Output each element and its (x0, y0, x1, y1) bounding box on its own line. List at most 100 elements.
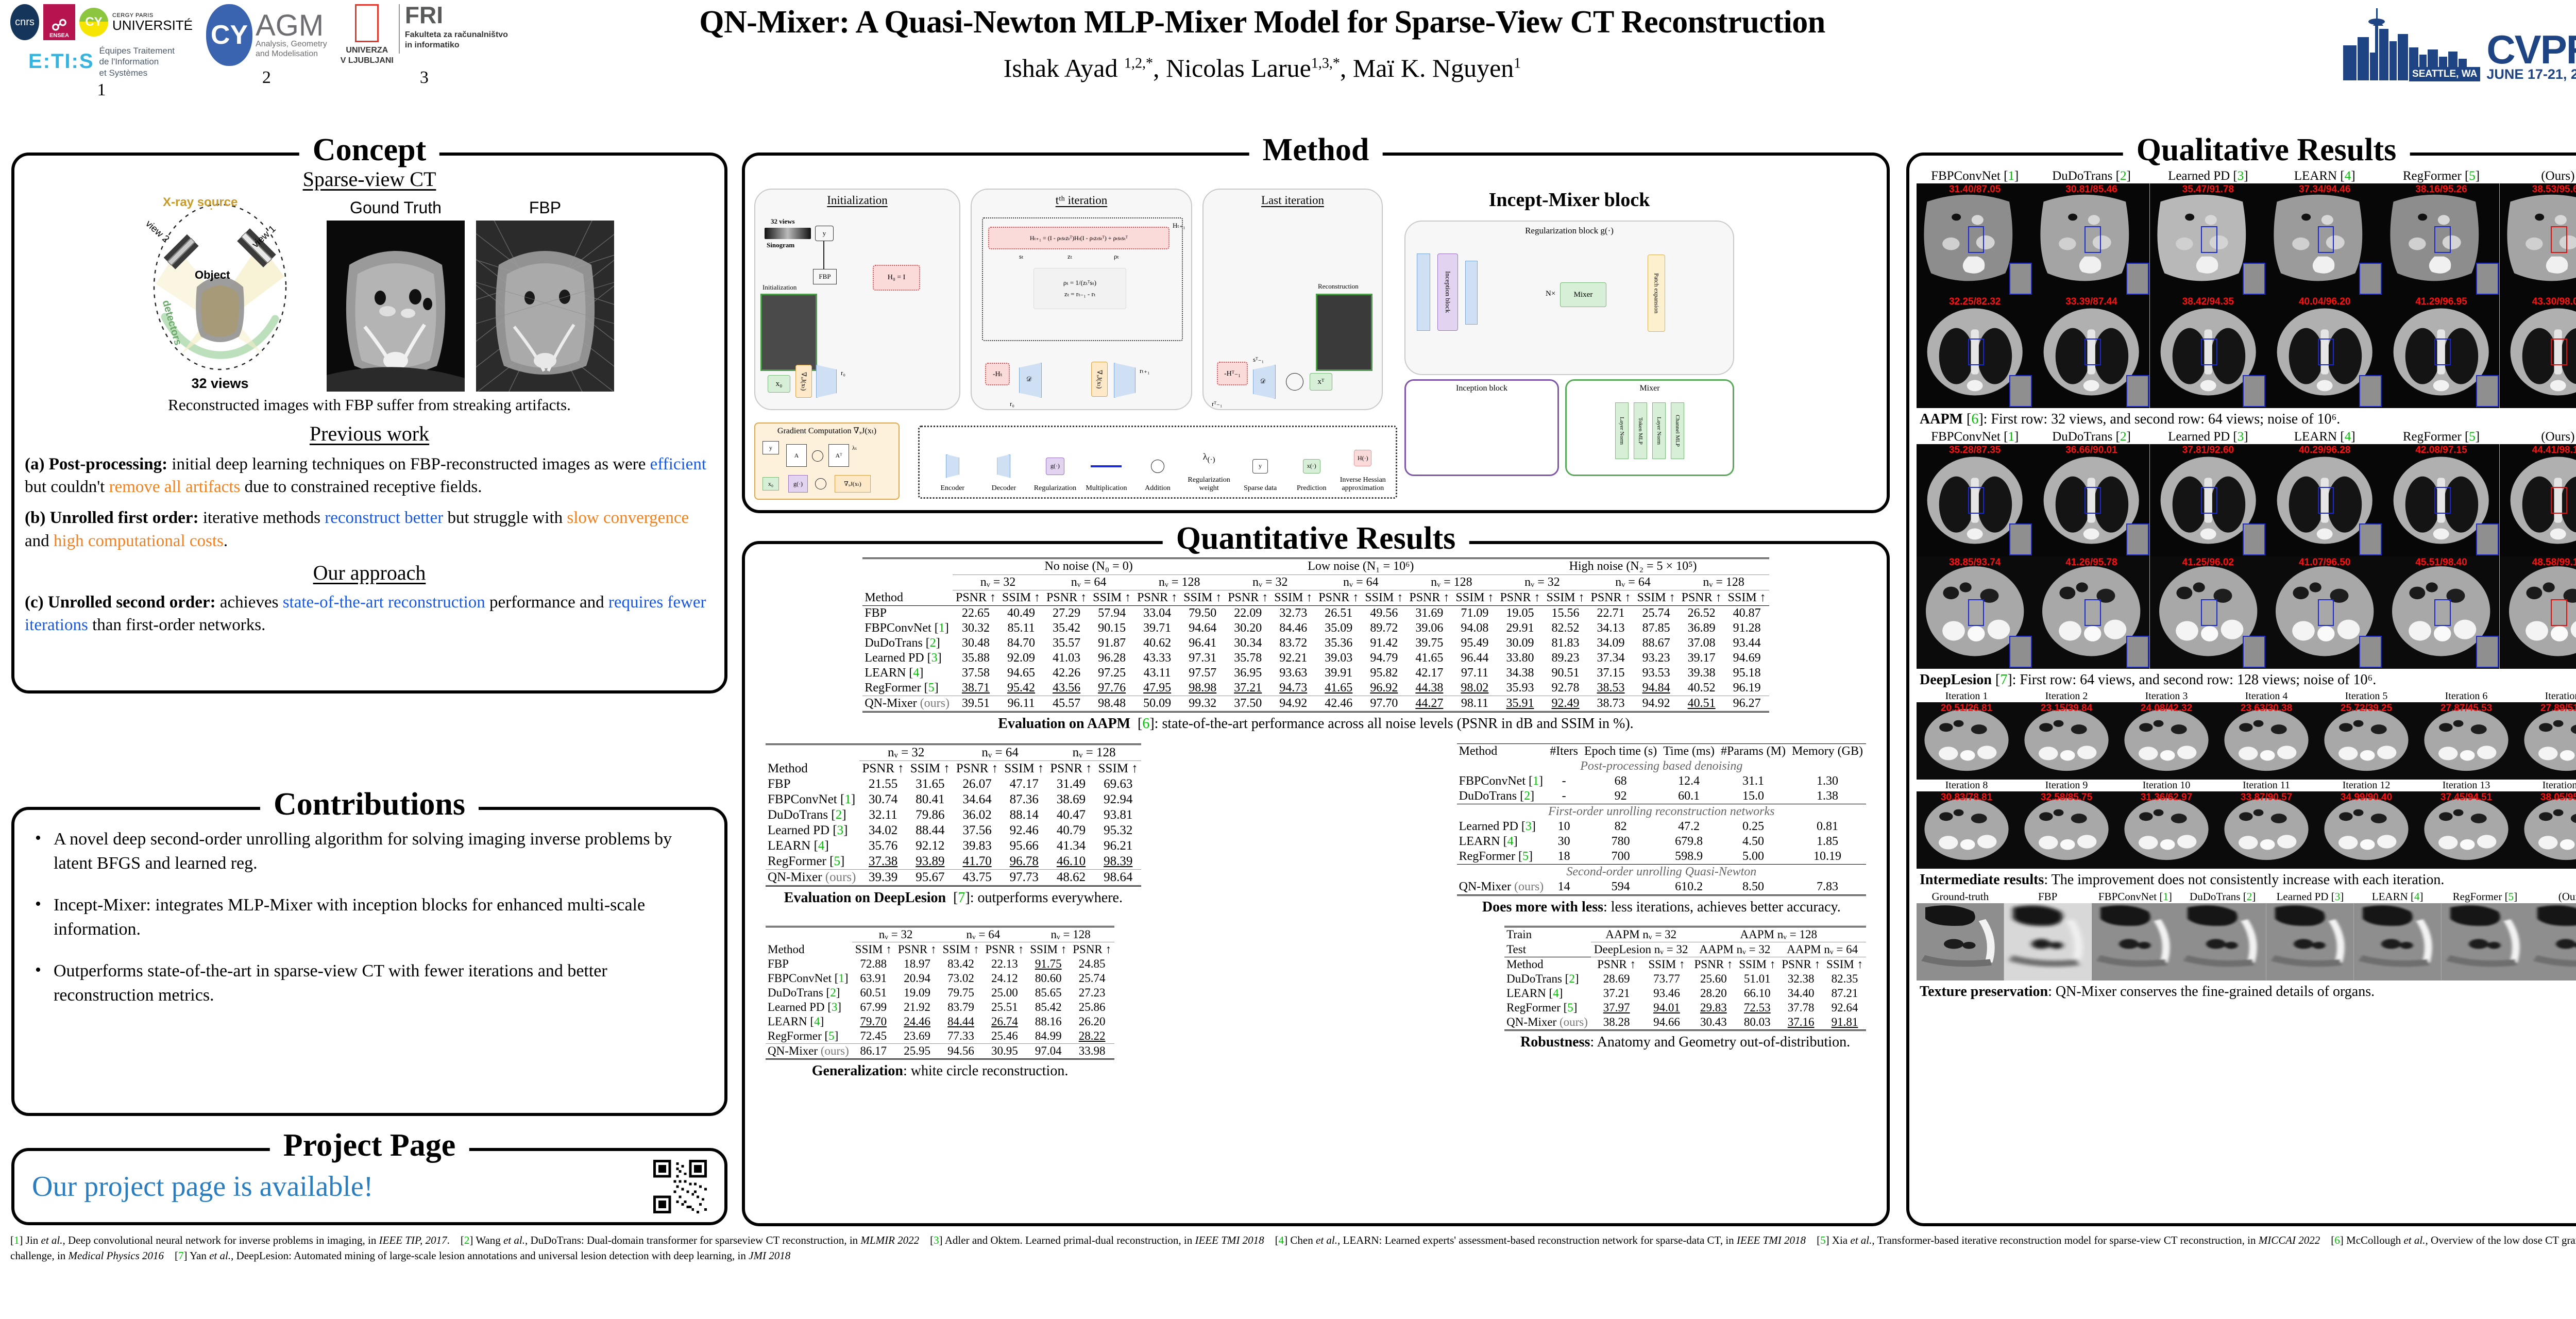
fri-label: FRI (404, 2, 443, 28)
qual-dl-column-headers: FBPConvNet [1] DuDoTrans [2] Learned PD [3… (1917, 430, 2576, 444)
table-cell: 35.76 (869, 839, 898, 853)
table-row-method: FBPConvNet [1] (768, 972, 849, 985)
generalization-table-wrapper: Method nᵥ = 32 nᵥ = 64 nᵥ = 128 SSIM ↑ PSNR ↑… (766, 926, 1115, 1079)
col-header: Memory (GB) (1792, 745, 1863, 758)
table-cell: 25.74 (1078, 972, 1106, 985)
table-row: FBPConvNet [1] 63.91 20.94 73.02 24.12 80.60 2… (766, 971, 1114, 986)
table-row: Learned PD [3] 10 82 47.2 0.25 0.81 (1457, 819, 1866, 834)
table-cell: 60.51 (860, 986, 887, 999)
iteration-label: Iteration 10 (2142, 780, 2191, 791)
iteration-label: Iteration 7 (2545, 690, 2576, 702)
table-cell: 98.98 (1189, 681, 1217, 695)
table-cell: 91.87 (1098, 636, 1126, 650)
rho-z-equations: ρₜ = 1/(zₜᵀsₜ) zₜ = rₜ₋₁ - rₜ (1033, 268, 1126, 309)
roi-box (1968, 486, 1985, 514)
psnr-ssim-label: 23.15/39.84 (2040, 703, 2093, 714)
r0-label: r₀ (841, 369, 845, 377)
addition-icon (1132, 451, 1183, 481)
table-cell: 91.81 (1831, 1016, 1858, 1028)
table-cell: 37.78 (1787, 1001, 1815, 1014)
poster-header: cnrs ☍ ENSEA CY CERGY PARIS UNIVERSITÉ E… (0, 0, 2576, 129)
table-cell: 37.21 (1603, 987, 1630, 1000)
table-cell: 84.70 (1007, 636, 1036, 650)
item-b-tail: . (223, 531, 228, 550)
table-cell: 35.93 (1506, 681, 1534, 695)
table-cell: 21.92 (904, 1001, 930, 1013)
table-cell: 37.16 (1787, 1016, 1815, 1028)
psnr-ssim-label: 37.34/94.46 (2298, 184, 2351, 195)
iteration-cell: Iteration 10 31.36/62.97 (2116, 780, 2216, 869)
table-row-method: Learned PD [3] (768, 823, 848, 837)
table-cell: 34.38 (1506, 666, 1534, 680)
table-cell: 44.38 (1415, 681, 1444, 695)
test-group-2: AAPM nᵥ = 64 (1778, 942, 1866, 957)
table-row: DuDoTrans [2] 32.11 79.86 36.02 88.14 40.47 93… (766, 807, 1141, 823)
table-cell: 42.17 (1415, 666, 1444, 680)
iteration-label: Iteration 12 (2342, 780, 2391, 791)
table-cell: 97.31 (1189, 651, 1217, 665)
roi-box (2551, 226, 2567, 253)
col-header-method: Method (865, 591, 903, 604)
psnr-ssim-label: 32.58/85.75 (2040, 792, 2093, 803)
table-cell: 34.13 (1597, 621, 1625, 635)
mixer-layer-3: Channel MLP (1671, 402, 1684, 459)
section-contributions: Contributions A novel deep second-order … (11, 786, 727, 1116)
inception-block-node: Inception block (1437, 253, 1458, 331)
references-paragraph: [1] Jin et al., Deep convolutional neura… (10, 1232, 2576, 1264)
table-cell: 37.34 (1597, 651, 1625, 665)
table-row: FBP 22.65 40.49 27.29 57.94 33.04 79.50 22.09 32… (862, 605, 1769, 621)
table-cell: 98.64 (1104, 870, 1133, 884)
table-cell: 94.69 (1733, 651, 1761, 665)
rt-label: r₀ (1010, 400, 1014, 408)
qual-dl-caption-rest: : First row: 64 views, and second row: 1… (2012, 672, 2377, 688)
table-cell: 43.33 (1143, 651, 1172, 665)
table-cell: 14 (1557, 880, 1570, 893)
table-cell: 594 (1611, 880, 1630, 893)
rob-caption-bold: Robustness (1520, 1034, 1590, 1050)
gradient-node-init: ∇ₓJ(xₜ) (795, 365, 812, 398)
metric-header: PSNR ↑ (955, 591, 996, 604)
table-cell: 24.46 (904, 1015, 930, 1028)
table-cell: 98.02 (1461, 681, 1489, 695)
qual-image-cell: 37.34/94.46 (2266, 183, 2383, 296)
qual-column-header: Learned PD [3] (2168, 430, 2248, 444)
qual-column-header: LEARN [4] (2294, 430, 2355, 444)
qual-column-header: Learned PD [3] (2168, 169, 2248, 183)
texture-patch (2091, 903, 2179, 980)
table-cell: 94.66 (1653, 1016, 1680, 1028)
gradient-addition-node-2 (815, 478, 826, 489)
rho-equation: ρₜ = 1/(zₜᵀsₜ) (1063, 279, 1097, 286)
table-cell: 38.73 (1597, 697, 1625, 710)
table-cell: 94.01 (1653, 1001, 1680, 1014)
metric-header: SSIM ↑ (1004, 762, 1044, 775)
patch-embedding-node (1417, 253, 1430, 331)
item-a-label: (a) Post-processing: (25, 455, 168, 474)
qr-code-icon[interactable] (653, 1160, 707, 1213)
ensea-mark-icon: ☍ (51, 17, 67, 34)
iteration-image: 30.83/78.81 (1917, 791, 2016, 869)
iteration-cell: Iteration 11 33.87/90.57 (2216, 780, 2316, 869)
col-header: #Params (M) (1721, 745, 1786, 758)
table-cell: 97.04 (1035, 1044, 1062, 1057)
roi-box (1968, 599, 1985, 627)
roi-box (2201, 338, 2217, 366)
table-cell: 97.11 (1461, 666, 1488, 680)
table-row: QN-Mixer (ours) 38.28 94.66 30.43 80.03 37.16… (1504, 1015, 1866, 1030)
mixer-layer-0: Layer Norm (1615, 402, 1629, 459)
psnr-ssim-label: 41.25/96.02 (2182, 557, 2234, 568)
iteration-label: Iteration 14 (2542, 780, 2576, 791)
regularization-block-label: Regularization block g(·) (1525, 226, 1614, 235)
cvpr-logo: SEATTLE, WA CVPR JUNE 17-21, 2024 (2342, 5, 2576, 82)
project-page-link[interactable]: Our project page is available! (32, 1171, 374, 1203)
col-header: Time (ms) (1663, 745, 1715, 758)
concept-subtitle-sparse-view-ct: Sparse-view CT (302, 167, 436, 191)
metric-header: PSNR ↑ (1318, 591, 1359, 604)
fbp-caption: FBP (529, 198, 562, 217)
train-group-0: AAPM nᵥ = 32 (1590, 926, 1691, 942)
table-cell: 39.06 (1415, 621, 1444, 635)
qual-image-cell: 35.47/91.78 (2149, 183, 2266, 296)
method-diagram: Initialization 32 views Sinogram y FBP I… (745, 156, 1887, 510)
ljubljana-building-icon (355, 4, 379, 42)
agm-text: AGM Analysis, Geometry and Modelisation (256, 11, 327, 59)
metric-header: PSNR ↑ (1073, 943, 1112, 956)
